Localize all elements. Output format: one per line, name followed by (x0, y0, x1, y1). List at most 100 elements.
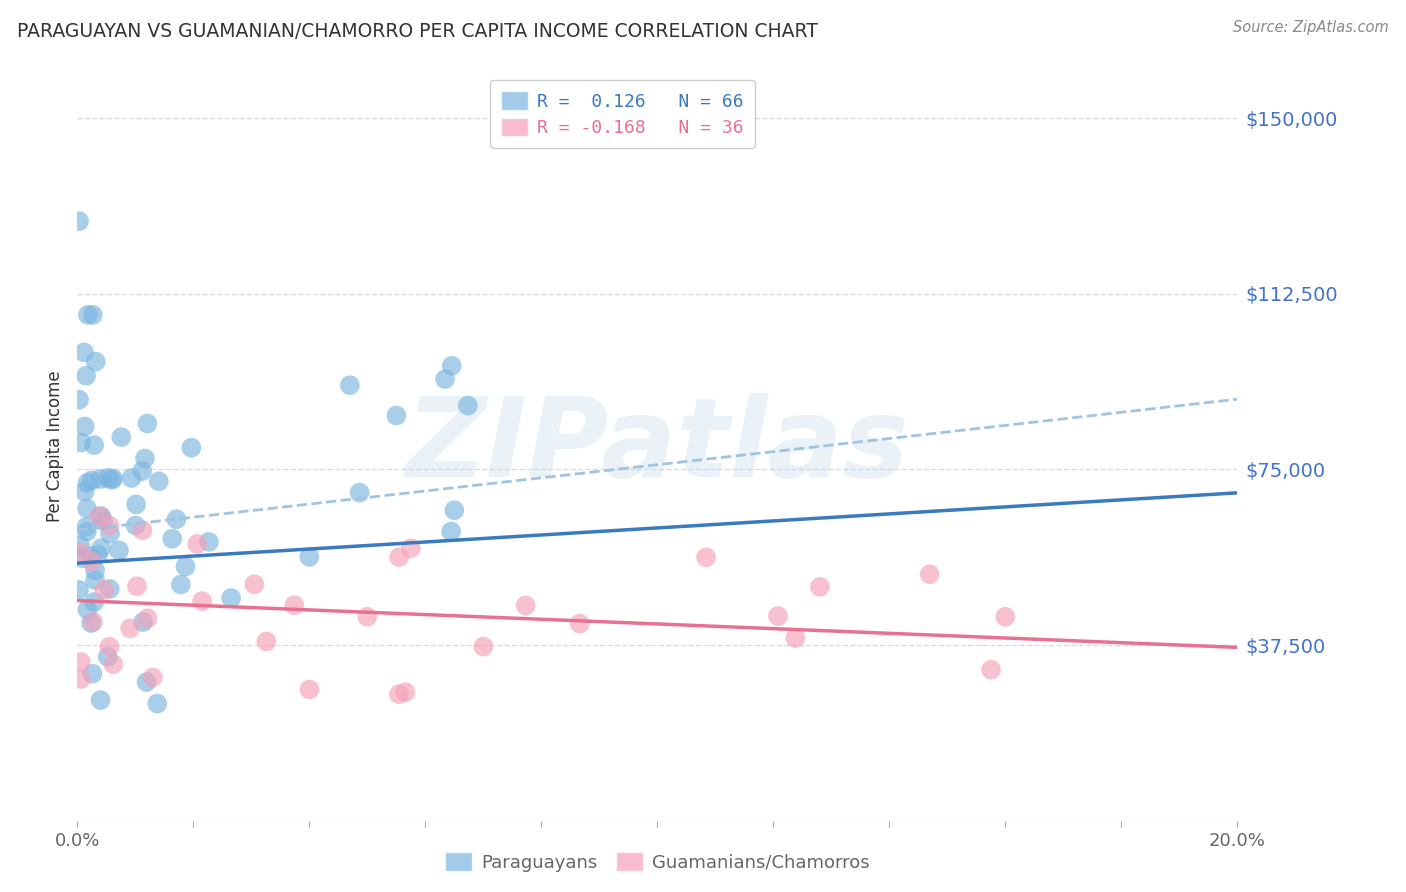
Point (76, 501, 98, 516)
Point (124, 518, 146, 533)
Point (170, 577, 193, 591)
Point (457, 399, 479, 413)
Point (69, 538, 91, 552)
Point (70, 435, 93, 450)
Point (434, 372, 457, 386)
Point (388, 550, 411, 565)
Point (388, 687, 411, 701)
Point (135, 675, 157, 690)
Point (399, 541, 422, 556)
Point (84, 563, 107, 577)
Point (93, 582, 115, 597)
Point (165, 512, 187, 526)
Point (243, 577, 266, 591)
Point (76, 602, 98, 616)
Point (80, 474, 103, 488)
Point (120, 621, 142, 635)
Point (568, 616, 591, 631)
Point (356, 609, 378, 624)
Point (186, 537, 208, 551)
Point (76, 475, 98, 490)
Point (385, 409, 408, 423)
Point (98, 582, 121, 596)
Point (515, 599, 537, 613)
Point (339, 378, 361, 392)
Text: PARAGUAYAN VS GUAMANIAN/CHAMORRO PER CAPITA INCOME CORRELATION CHART: PARAGUAYAN VS GUAMANIAN/CHAMORRO PER CAP… (17, 22, 818, 41)
Point (132, 615, 155, 629)
Point (136, 611, 159, 625)
Point (131, 464, 153, 478)
Point (394, 685, 416, 699)
Point (90, 509, 112, 524)
Point (89, 509, 111, 524)
Point (67, 392, 90, 407)
Point (80, 615, 103, 630)
Point (67, 582, 90, 597)
Point (75, 519, 97, 533)
Point (91, 514, 114, 528)
Point (283, 599, 305, 613)
Point (69, 545, 91, 559)
Point (79, 549, 101, 564)
Point (148, 475, 170, 489)
Point (191, 594, 214, 608)
Point (125, 579, 148, 593)
Point (67, 214, 90, 228)
Point (808, 580, 831, 594)
Point (110, 430, 132, 444)
Legend: Paraguayans, Guamanians/Chamorros: Paraguayans, Guamanians/Chamorros (439, 846, 876, 879)
Point (108, 543, 131, 558)
Point (75, 368, 97, 383)
Point (90, 541, 112, 556)
Text: Source: ZipAtlas.com: Source: ZipAtlas.com (1233, 20, 1389, 35)
Text: ZIPatlas: ZIPatlas (405, 392, 910, 500)
Point (90, 693, 112, 707)
Point (162, 532, 184, 546)
Point (70, 672, 93, 686)
Point (82, 666, 104, 681)
Point (298, 682, 321, 697)
Point (695, 550, 717, 565)
Point (82, 615, 104, 629)
Point (103, 657, 125, 672)
Point (98, 640, 121, 654)
Point (73, 419, 96, 434)
Point (472, 640, 495, 654)
Point (125, 498, 148, 512)
Point (72, 551, 94, 566)
Point (349, 485, 371, 500)
Y-axis label: Per Capita Income: Per Capita Income (46, 370, 65, 522)
Point (219, 591, 242, 605)
Point (918, 567, 941, 582)
Point (69, 655, 91, 669)
Point (443, 503, 465, 517)
Point (121, 471, 143, 485)
Point (89, 472, 111, 486)
Point (82, 308, 104, 322)
Point (83, 438, 105, 452)
Point (98, 518, 121, 533)
Point (994, 609, 1017, 624)
Point (440, 359, 463, 373)
Point (76, 524, 98, 539)
Point (180, 441, 202, 455)
Point (131, 523, 153, 537)
Point (134, 451, 156, 466)
Point (146, 697, 169, 711)
Point (73, 345, 96, 359)
Point (98, 526, 121, 541)
Point (101, 472, 124, 486)
Point (136, 417, 159, 431)
Point (80, 554, 103, 568)
Point (440, 524, 463, 539)
Point (84, 355, 107, 369)
Point (785, 631, 807, 645)
Point (77, 308, 100, 322)
Point (97, 471, 120, 485)
Point (766, 609, 789, 624)
Point (198, 534, 221, 549)
Point (97, 649, 120, 664)
Point (256, 634, 278, 648)
Point (100, 473, 122, 487)
Point (87, 548, 110, 562)
